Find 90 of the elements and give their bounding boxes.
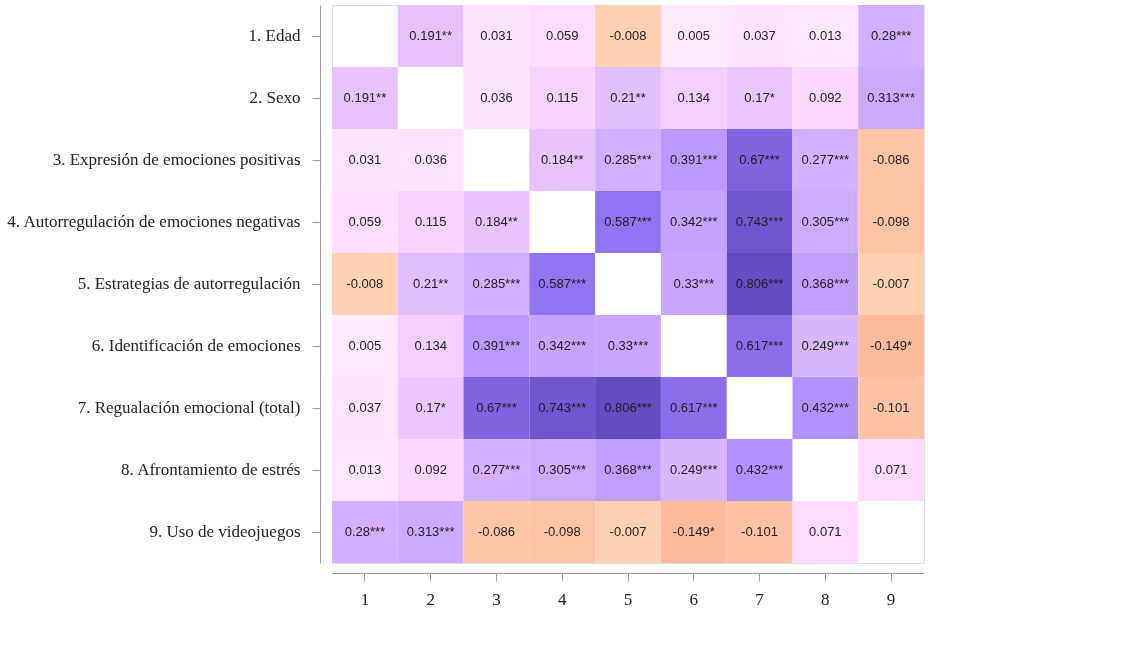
data-label: 0.036 [414, 152, 447, 167]
data-label: 0.031 [480, 28, 513, 43]
x-tick-label: 7 [755, 589, 765, 609]
y-tick-label: 4. Autorregulación de emociones negativas [7, 212, 301, 231]
data-label: 0.432*** [801, 400, 850, 415]
data-label: 0.037 [348, 400, 382, 415]
data-label: 0.092 [809, 90, 842, 105]
data-label: 0.313*** [867, 90, 915, 105]
data-label: 0.184** [475, 214, 518, 229]
data-label: 0.342*** [538, 338, 587, 353]
data-label: 0.21** [610, 90, 646, 105]
data-label: 0.191** [409, 28, 452, 43]
data-label: 0.285*** [472, 276, 521, 291]
data-label: 0.071 [874, 462, 908, 477]
data-label: -0.086 [478, 524, 515, 539]
data-label: 0.031 [348, 152, 382, 167]
data-label: 0.28*** [344, 524, 386, 539]
data-label: 0.037 [743, 28, 776, 43]
data-label: -0.008 [346, 276, 384, 291]
data-label: 0.005 [677, 28, 711, 43]
data-label: 0.33*** [673, 276, 715, 291]
y-tick-label: 2. Sexo [249, 88, 301, 107]
data-label: 0.191** [343, 90, 387, 105]
data-label: 0.277*** [801, 152, 850, 167]
data-label: -0.007 [609, 524, 647, 539]
data-label: 0.249*** [669, 462, 718, 477]
data-label: 0.67*** [739, 152, 780, 167]
data-label: 0.092 [414, 462, 447, 477]
x-tick-label: 3 [492, 589, 501, 609]
x-tick-label: 1 [360, 589, 370, 609]
data-label: 0.743*** [538, 400, 587, 415]
data-label: 0.17* [744, 90, 775, 105]
data-label: 0.806*** [604, 400, 652, 415]
data-label: 0.005 [348, 338, 382, 353]
x-tick-label: 6 [689, 589, 699, 609]
data-label: 0.277*** [472, 462, 521, 477]
data-label: 0.21** [412, 276, 449, 291]
data-label: 0.013 [348, 462, 382, 477]
x-tick-label: 2 [426, 589, 435, 609]
data-label: 0.115 [546, 90, 579, 105]
data-label: 0.115 [414, 214, 447, 229]
data-label: 0.249*** [801, 338, 850, 353]
x-tick-label: 8 [821, 589, 830, 609]
data-label: 0.134 [677, 90, 711, 105]
y-tick-label: 6. Identificación de emociones [91, 336, 301, 355]
y-tick-label: 8. Afrontamiento de estrés [121, 460, 301, 479]
data-label: 0.587*** [538, 276, 587, 291]
data-label: 0.617*** [669, 400, 718, 415]
data-label: 0.391*** [669, 152, 718, 167]
data-label: -0.149* [870, 338, 913, 353]
data-label: -0.098 [872, 214, 910, 229]
data-label: -0.149* [672, 524, 715, 539]
data-label: 0.33*** [607, 338, 649, 353]
y-tick-label: 9. Uso de videojuegos [149, 522, 301, 541]
data-label: 0.743*** [735, 214, 784, 229]
data-label: 0.036 [480, 90, 513, 105]
data-label: 0.67*** [476, 400, 517, 415]
data-label: 0.368*** [604, 462, 652, 477]
data-label: 0.17* [415, 400, 446, 415]
data-label: 0.368*** [801, 276, 850, 291]
data-label: 0.305*** [801, 214, 850, 229]
data-label: -0.008 [609, 28, 647, 43]
data-label: -0.098 [543, 524, 581, 539]
data-label: -0.086 [872, 152, 910, 167]
data-label: 0.313*** [406, 524, 455, 539]
y-tick-label: 3. Expresión de emociones positivas [52, 150, 301, 169]
x-tick-label: 4 [557, 589, 567, 609]
data-label: -0.007 [872, 276, 910, 291]
y-tick-label: 7. Regualación emocional (total) [77, 398, 301, 417]
data-label: 0.391*** [472, 338, 521, 353]
data-label: 0.071 [809, 524, 842, 539]
data-label: 0.059 [545, 28, 579, 43]
data-label: 0.342*** [669, 214, 718, 229]
data-label: 0.134 [414, 338, 447, 353]
data-label: 0.305*** [538, 462, 587, 477]
y-tick-label: 1. Edad [248, 26, 301, 45]
data-label: -0.101 [741, 524, 778, 539]
data-label: 0.806*** [735, 276, 784, 291]
x-tick-label: 5 [623, 589, 633, 609]
data-label: 0.432*** [735, 462, 784, 477]
data-label: 0.059 [348, 214, 382, 229]
data-label: 0.28*** [870, 28, 912, 43]
data-label: -0.101 [872, 400, 910, 415]
data-label: 0.013 [809, 28, 842, 43]
data-label: 0.285*** [604, 152, 652, 167]
data-label: 0.587*** [604, 214, 652, 229]
data-label: 0.184** [540, 152, 584, 167]
y-tick-label: 5. Estrategias de autorregulación [77, 274, 301, 293]
data-label: 0.617*** [735, 338, 784, 353]
x-tick-label: 9 [886, 589, 896, 609]
